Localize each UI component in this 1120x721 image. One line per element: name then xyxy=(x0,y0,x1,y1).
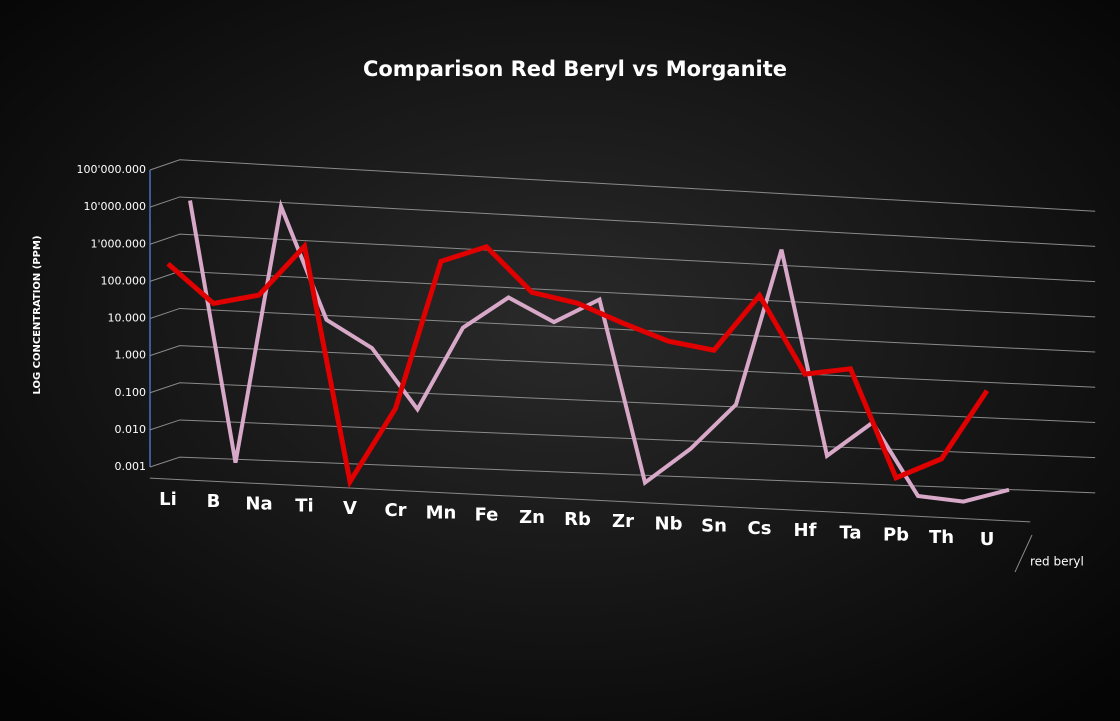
series-line xyxy=(166,241,990,489)
grid-line xyxy=(149,196,1096,247)
y-tick-label: 10.000 xyxy=(108,312,147,325)
y-tick-label: 1'000.000 xyxy=(90,237,146,250)
x-tick-label: Sn xyxy=(701,516,727,537)
grid-line xyxy=(149,456,1096,494)
x-tick-label: V xyxy=(343,498,357,519)
grid-line xyxy=(149,382,1096,423)
y-tick-label: 0.010 xyxy=(115,423,147,436)
grid-line xyxy=(149,419,1096,459)
x-tick-label: Ta xyxy=(839,522,861,543)
plot xyxy=(166,199,1010,504)
x-axis xyxy=(149,477,1031,523)
x-tick-label: Hf xyxy=(794,520,817,541)
x-tick-label: Th xyxy=(929,527,954,548)
x-tick-label: Nb xyxy=(655,513,683,534)
grid-line xyxy=(149,233,1096,283)
x-tick-label: U xyxy=(980,529,995,550)
x-tick-label: Ti xyxy=(295,496,313,517)
grid-line xyxy=(149,345,1096,388)
x-tick-label: Cs xyxy=(748,518,772,539)
grid-line xyxy=(149,159,1096,212)
x-tick-label: Zr xyxy=(612,511,634,532)
x-tick-label: Fe xyxy=(475,505,499,526)
x-tick-label: Zn xyxy=(519,507,545,528)
series-label: red beryl xyxy=(1030,555,1084,569)
y-tick-label: 0.001 xyxy=(115,460,147,473)
y-tick-label: 1.000 xyxy=(115,349,147,362)
y-tick-label: 100'000.000 xyxy=(76,163,146,176)
x-tick-label: Pb xyxy=(883,525,909,546)
y-tick-label: 0.100 xyxy=(115,386,147,399)
x-tick-label: Mn xyxy=(426,502,457,523)
y-tick-label: 100.000 xyxy=(101,274,147,287)
chart-title: Comparison Red Beryl vs Morganite xyxy=(363,57,787,81)
x-tick-label: B xyxy=(207,491,221,512)
y-tick-label: 10'000.000 xyxy=(83,200,146,213)
x-tick-label: Na xyxy=(245,493,272,514)
y-axis-title: LOG CONCENTRATION (PPM) xyxy=(32,235,43,394)
x-tick-label: Li xyxy=(159,489,177,510)
x-tick-label: Rb xyxy=(564,509,591,530)
grid-line xyxy=(149,307,1096,353)
x-tick-label: Cr xyxy=(384,500,406,521)
grid: 0.001 0.010 0.100 1.000 10.000 100.000 1'000.0… xyxy=(76,159,1096,573)
depth-axis xyxy=(1014,534,1033,573)
